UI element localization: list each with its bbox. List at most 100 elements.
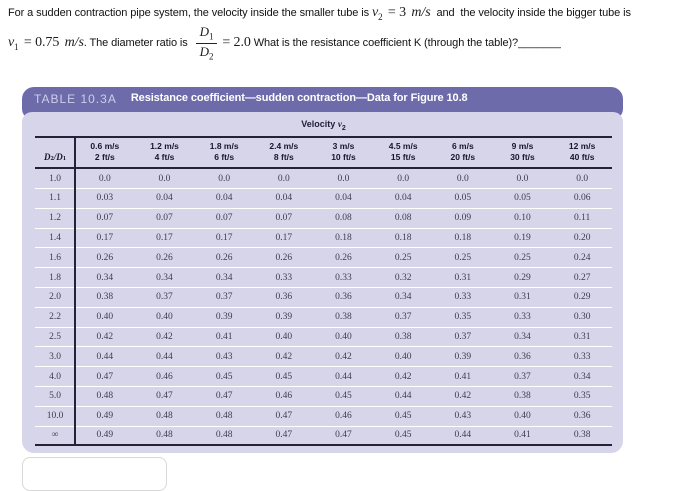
value-cell: 0.34 xyxy=(394,292,412,303)
table-row: ∞ 0.49 0.48 0.48 0.47 0.47 0.45 0.44 0.41 0.38 xyxy=(35,427,612,447)
column-header: 2.4 m/s 8 ft/s xyxy=(269,140,299,163)
value-cell: 0.29 xyxy=(514,272,531,283)
table-body: Velocity v2 D 2/D 1 0.6 m/s 2 ft/s 1.2 m/s 4 … xyxy=(22,112,623,454)
table-title: Resistance coefficient—sudden contractio… xyxy=(130,92,468,104)
value-cell: 0.0 xyxy=(576,173,589,184)
ratio-cell: 1.4 xyxy=(49,233,61,244)
value-cell: 0.19 xyxy=(514,233,531,244)
value-cell: 0.17 xyxy=(215,233,233,244)
value-cell: 0.29 xyxy=(573,292,591,303)
value-cell: 0.07 xyxy=(215,213,233,224)
table-row: 1.6 0.26 0.26 0.26 0.26 0.26 0.25 0.25 0.25 0.24 xyxy=(35,248,612,269)
answer-input-box[interactable] xyxy=(22,457,167,491)
value-cell: 0.09 xyxy=(454,213,472,224)
value-cell: 0.49 xyxy=(96,430,114,441)
column-header: 4.5 m/s 15 ft/s xyxy=(388,140,418,163)
value-cell: 0.34 xyxy=(514,332,531,342)
value-cell: 0.32 xyxy=(394,272,412,283)
value-cell: 0.45 xyxy=(275,371,293,382)
fraction-numerator: D1 xyxy=(195,24,218,44)
value-cell: 0.44 xyxy=(454,430,472,441)
value-cell: 0.38 xyxy=(335,312,352,323)
value-cell: 0.04 xyxy=(215,193,233,204)
value-cell: 0.0 xyxy=(158,173,171,184)
value-cell: 0.34 xyxy=(156,272,173,283)
value-cell: 0.24 xyxy=(573,252,591,263)
value-cell: 0.0 xyxy=(98,173,111,184)
value-cell: 0.10 xyxy=(514,213,531,224)
value-cell: 0.49 xyxy=(96,411,114,422)
table-row: 2.2 0.40 0.40 0.39 0.39 0.38 0.37 0.35 0.33 0.30 xyxy=(35,308,612,328)
value-cell: 0.42 xyxy=(335,351,352,362)
value-cell: 0.36 xyxy=(275,292,293,303)
value-cell: 0.44 xyxy=(335,371,352,382)
value-cell: 0.11 xyxy=(574,213,591,224)
value-cell: 0.38 xyxy=(96,292,114,303)
value-cell: 0.36 xyxy=(573,411,591,422)
value-cell: 0.48 xyxy=(96,391,114,402)
value-cell: 0.33 xyxy=(573,351,591,362)
problem-text: and the velocity inside the bigger tube … xyxy=(430,7,631,19)
table-row: 4.0 0.47 0.46 0.45 0.45 0.44 0.42 0.41 0.37 0.34 xyxy=(35,367,612,387)
ratio-cell: 2.2 xyxy=(49,312,61,323)
value-cell: 0.35 xyxy=(573,391,591,402)
fraction-denominator: D2 xyxy=(199,43,214,62)
problem-text: What is the resistance coefficient K (th… xyxy=(250,37,519,50)
column-header: 6 m/s 20 ft/s xyxy=(450,140,476,163)
value-cell: 0.38 xyxy=(514,391,531,402)
value-cell: 0.47 xyxy=(275,430,293,441)
value-cell: 0.26 xyxy=(96,252,114,263)
table-row: 5.0 0.48 0.47 0.47 0.46 0.45 0.44 0.42 0.38 0.35 xyxy=(35,387,612,407)
value-cell: 0.0 xyxy=(397,173,410,184)
value-cell: 0.0 xyxy=(456,173,469,184)
value-cell: 0.42 xyxy=(96,332,114,342)
value-cell: 0.45 xyxy=(394,411,412,422)
ratio-cell: 2.5 xyxy=(49,332,61,342)
value-cell: 0.35 xyxy=(454,312,472,323)
value-cell: 0.46 xyxy=(275,391,293,402)
value-cell: 0.26 xyxy=(335,252,352,263)
value-cell: 0.43 xyxy=(215,351,233,362)
value-cell: 0.45 xyxy=(394,430,412,441)
value-cell: 0.0 xyxy=(337,173,350,184)
value-cell: 0.48 xyxy=(215,430,233,441)
value-cell: 0.05 xyxy=(514,193,531,204)
column-header: 1.2 m/s 4 ft/s xyxy=(150,140,179,163)
velocity-header: Velocity v2 xyxy=(301,119,346,132)
value-cell: 0.37 xyxy=(394,312,412,323)
value-cell: 0.18 xyxy=(394,233,412,244)
value-cell: 0.38 xyxy=(394,332,412,342)
value-cell: 0.03 xyxy=(96,193,114,204)
table-row: 2.5 0.42 0.42 0.41 0.40 0.40 0.38 0.37 0.34 0.31 xyxy=(35,328,612,348)
value-cell: 0.38 xyxy=(573,430,591,441)
ratio-cell: 1.2 xyxy=(49,213,61,224)
value-cell: 0.33 xyxy=(275,272,293,283)
value-cell: 0.47 xyxy=(96,371,114,382)
value-cell: 0.40 xyxy=(156,312,173,323)
table-row: 3.0 0.44 0.44 0.43 0.42 0.42 0.40 0.39 0.36 0.33 xyxy=(35,347,612,368)
ratio-column-header: D 2/D 1 xyxy=(43,152,66,163)
value-cell: 0.44 xyxy=(96,351,114,362)
vertical-divider xyxy=(74,135,76,447)
ratio-cell: 5.0 xyxy=(49,391,61,402)
column-header: 3 m/s 10 ft/s xyxy=(331,140,356,163)
table-row: 2.0 0.38 0.37 0.37 0.36 0.36 0.34 0.33 0.31 0.29 xyxy=(35,288,612,308)
ratio-cell: 4.0 xyxy=(49,371,61,382)
value-cell: 0.25 xyxy=(394,252,412,263)
math-v1: v1 = 0.75 m/s xyxy=(8,34,84,52)
value-cell: 0.46 xyxy=(335,411,352,422)
table-grid: D 2/D 1 0.6 m/s 2 ft/s 1.2 m/s 4 ft/s 1.8 m/s 6… xyxy=(35,135,612,447)
problem-text: For a sudden contraction pipe system, th… xyxy=(8,7,372,19)
value-cell: 0.07 xyxy=(156,213,173,224)
table-row: 1.1 0.03 0.04 0.04 0.04 0.04 0.04 0.05 0.05 0.06 xyxy=(35,189,612,209)
value-cell: 0.36 xyxy=(335,292,352,303)
value-cell: 0.05 xyxy=(454,193,472,204)
column-header: 1.8 m/s 6 ft/s xyxy=(209,140,239,163)
value-cell: 0.40 xyxy=(96,312,114,323)
value-cell: 0.44 xyxy=(394,391,412,402)
value-cell: 0.47 xyxy=(335,430,352,441)
table-row: 1.4 0.17 0.17 0.17 0.17 0.18 0.18 0.18 0.19 0.20 xyxy=(35,229,612,249)
value-cell: 0.31 xyxy=(454,272,472,283)
value-cell: 0.25 xyxy=(514,252,531,263)
ratio-cell: 2.0 xyxy=(49,292,61,303)
